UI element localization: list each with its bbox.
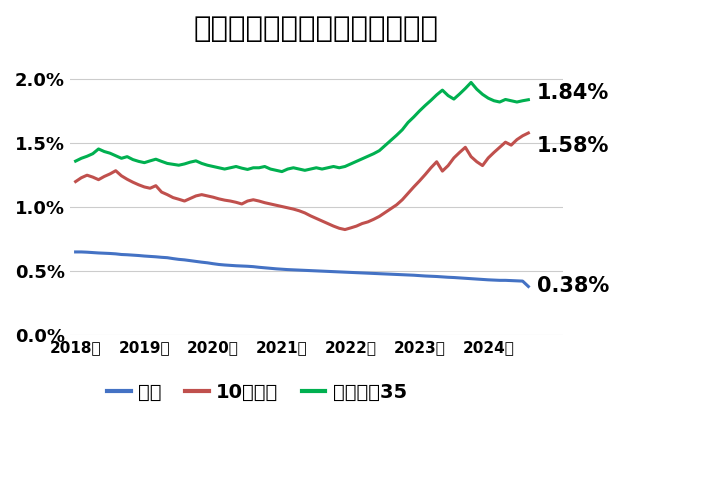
Text: 1.58%: 1.58% xyxy=(537,136,609,156)
Title: 変動は低位安定、固定高止まり: 変動は低位安定、固定高止まり xyxy=(193,15,439,43)
Text: 1.84%: 1.84% xyxy=(537,83,609,103)
Text: 0.38%: 0.38% xyxy=(537,277,609,296)
Legend: 変動, 10年固定, フラット35: 変動, 10年固定, フラット35 xyxy=(99,375,415,410)
